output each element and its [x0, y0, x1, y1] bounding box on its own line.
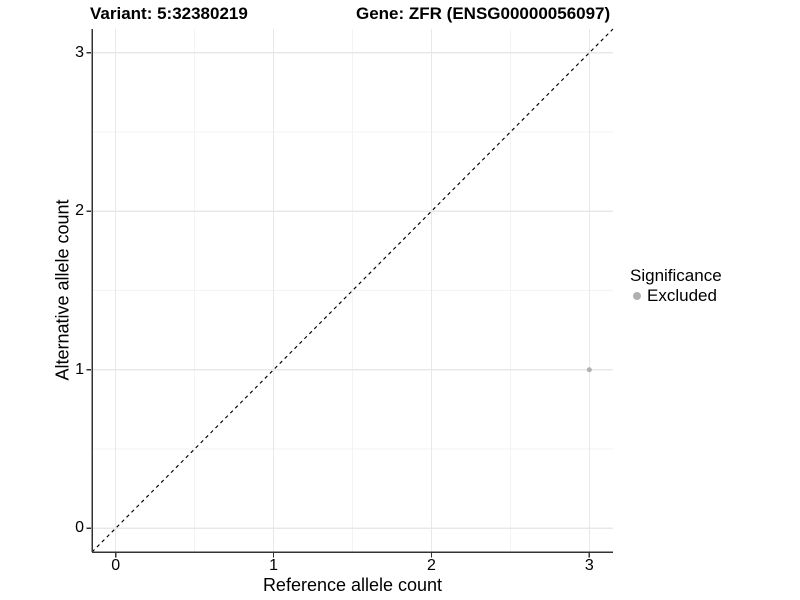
x-tick-label-2: 2: [426, 557, 436, 574]
y-tick-label-1: 1: [75, 360, 84, 378]
x-tick-label-3: 3: [584, 557, 594, 574]
x-axis-title: Reference allele count: [262, 575, 443, 595]
data-point-excluded: [586, 367, 592, 373]
x-tick-label-0: 0: [111, 557, 121, 574]
plot-title-gene: Gene: ZFR (ENSG00000056097): [356, 4, 611, 23]
legend-item: Excluded: [630, 287, 722, 305]
y-axis-title: Alternative allele count: [52, 199, 73, 381]
plot-title-variant: Variant: 5:32380219: [90, 4, 248, 23]
legend-point-swatch: [633, 292, 641, 300]
y-tick-label-3: 3: [75, 43, 84, 61]
y-tick-label-2: 2: [75, 202, 84, 220]
legend-item-label: Excluded: [647, 286, 717, 305]
y-tick-label-0: 0: [75, 519, 84, 537]
x-tick-label-1: 1: [269, 557, 278, 574]
legend: Significance Excluded: [630, 266, 722, 305]
legend-title: Significance: [630, 266, 722, 285]
